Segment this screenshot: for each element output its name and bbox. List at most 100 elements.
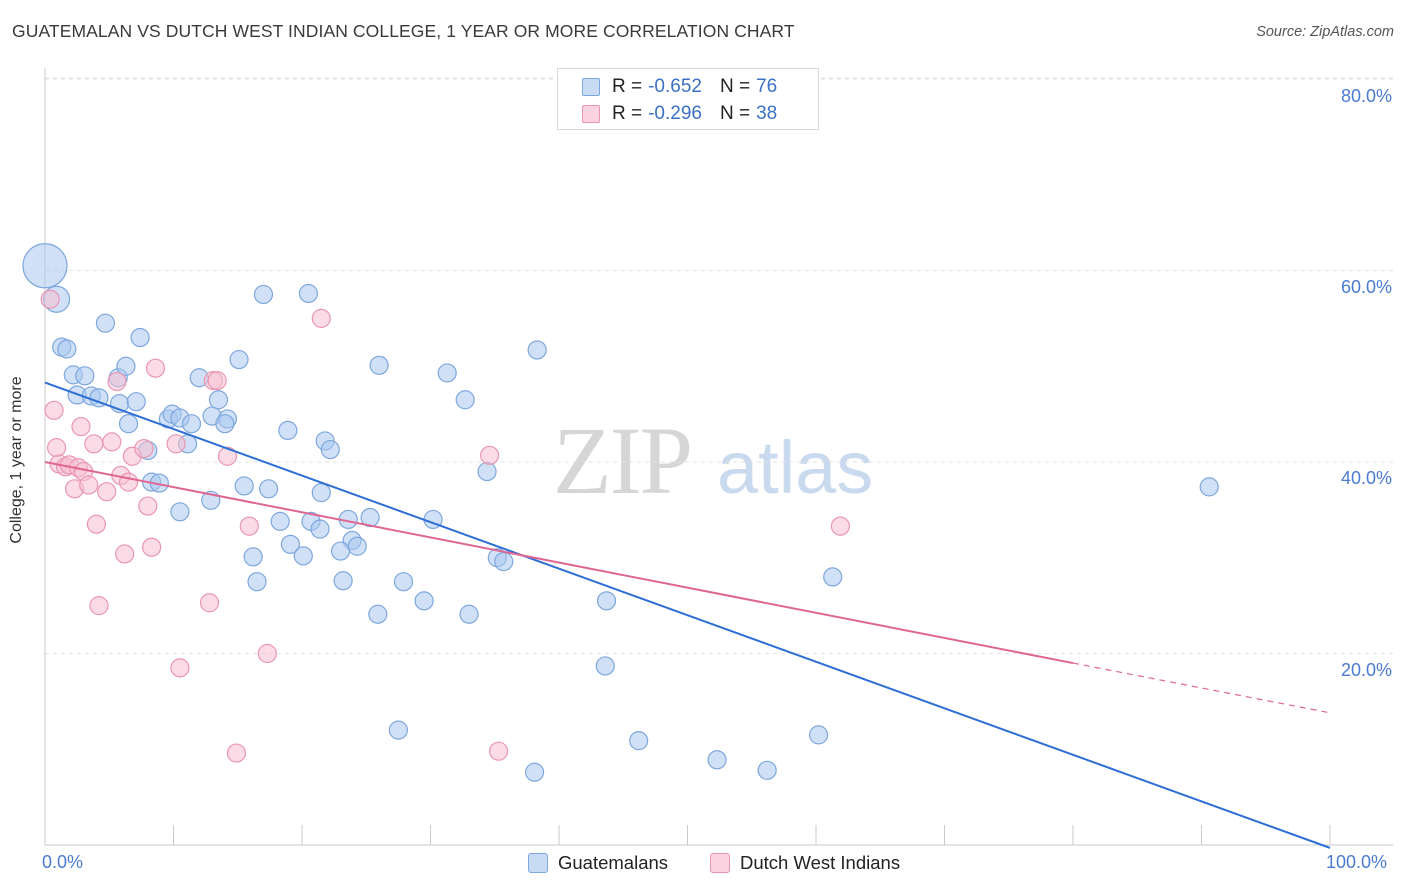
y-tick-label-60: 60.0% <box>1340 277 1392 297</box>
trendline-dutch-west-indians <box>44 461 1074 665</box>
point-dutch-west-indians-29 <box>207 371 227 391</box>
point-dutch-west-indians-33 <box>257 643 277 664</box>
point-guatemalans-24 <box>215 414 235 434</box>
y-tick-label-80: 80.0% <box>1340 86 1392 106</box>
point-guatemalans-50 <box>333 571 353 591</box>
point-guatemalans-39 <box>253 284 274 305</box>
chart-title: GUATEMALAN VS DUTCH WEST INDIAN COLLEGE,… <box>12 21 795 41</box>
point-guatemalans-36 <box>293 546 313 566</box>
point-guatemalans-69 <box>629 731 649 751</box>
point-dutch-west-indians-32 <box>239 516 259 536</box>
point-guatemalans-73 <box>823 567 843 587</box>
legend-swatch-guatemalans <box>528 853 548 873</box>
legend-r-value: -0.296 <box>648 103 702 124</box>
series-legend: Guatemalans Dutch West Indians <box>0 852 1406 878</box>
point-guatemalans-61 <box>459 604 479 624</box>
point-dutch-west-indians-22 <box>138 496 158 516</box>
watermark-atlas: atlas <box>717 426 874 509</box>
point-guatemalans-0 <box>22 243 68 289</box>
legend-n-value: 76 <box>756 76 778 97</box>
point-dutch-west-indians-34 <box>311 308 331 328</box>
point-dutch-west-indians-14 <box>97 482 117 502</box>
point-guatemalans-51 <box>347 536 367 556</box>
point-guatemalans-60 <box>455 390 475 410</box>
point-guatemalans-11 <box>116 356 136 376</box>
legend-r-label: R = <box>612 103 643 124</box>
point-guatemalans-40 <box>298 283 319 304</box>
trendline-dutch-west-indians-extension <box>1072 662 1331 714</box>
y-axis-label: College, 1 year or more <box>8 376 25 544</box>
point-dutch-west-indians-36 <box>489 741 509 761</box>
point-dutch-west-indians-12 <box>86 514 107 534</box>
x-tick-label-max: 100.0% <box>1326 852 1388 872</box>
point-dutch-west-indians-10 <box>79 475 99 495</box>
point-guatemalans-25 <box>181 414 202 434</box>
legend-item-dutch-west-indians: Dutch West Indians <box>710 852 900 874</box>
correlation-legend: R = -0.652 N = 76 R = -0.296 N = 38 <box>557 68 819 130</box>
point-guatemalans-53 <box>369 355 389 375</box>
legend-swatch-pink <box>582 105 600 123</box>
y-tick-label-20: 20.0% <box>1340 660 1392 680</box>
point-guatemalans-67 <box>596 591 617 611</box>
legend-item-guatemalans: Guatemalans <box>528 852 668 874</box>
legend-row-guatemalans: R = -0.652 N = 76 <box>582 74 777 100</box>
point-guatemalans-32 <box>234 476 254 496</box>
point-guatemalans-55 <box>393 572 414 592</box>
point-dutch-west-indians-21 <box>134 438 154 459</box>
point-dutch-west-indians-8 <box>71 416 91 437</box>
point-guatemalans-21 <box>208 390 229 410</box>
point-dutch-west-indians-16 <box>107 371 127 392</box>
trendline-guatemalans <box>44 381 1331 849</box>
point-dutch-west-indians-11 <box>84 434 104 454</box>
point-guatemalans-49 <box>330 541 351 561</box>
point-guatemalans-42 <box>311 483 331 503</box>
point-guatemalans-65 <box>527 340 547 360</box>
point-guatemalans-74 <box>1199 477 1219 497</box>
point-guatemalans-35 <box>280 534 301 554</box>
point-dutch-west-indians-27 <box>199 593 220 613</box>
point-guatemalans-57 <box>414 591 434 611</box>
point-dutch-west-indians-37 <box>830 516 851 536</box>
point-guatemalans-3 <box>57 339 77 359</box>
point-guatemalans-34 <box>270 511 290 531</box>
legend-n-label: N = <box>719 76 751 97</box>
watermark-zip: ZIP <box>553 407 693 514</box>
legend-swatch-dutch-west-indians <box>710 853 730 873</box>
point-dutch-west-indians-23 <box>142 537 162 557</box>
legend-label-dutch-west-indians: Dutch West Indians <box>740 852 901 873</box>
point-guatemalans-62 <box>477 461 497 482</box>
point-dutch-west-indians-19 <box>118 472 139 492</box>
point-dutch-west-indians-15 <box>102 432 122 452</box>
point-dutch-west-indians-31 <box>226 743 247 763</box>
point-dutch-west-indians-2 <box>46 438 67 458</box>
legend-row-dutch-west-indians: R = -0.296 N = 38 <box>582 101 777 127</box>
point-guatemalans-23 <box>229 349 249 370</box>
point-guatemalans-14 <box>126 392 146 412</box>
point-dutch-west-indians-24 <box>145 358 166 378</box>
point-guatemalans-68 <box>595 656 615 676</box>
point-guatemalans-15 <box>118 414 139 434</box>
legend-label-guatemalans: Guatemalans <box>558 852 669 873</box>
point-dutch-west-indians-18 <box>115 544 135 564</box>
point-dutch-west-indians-26 <box>170 658 190 678</box>
point-guatemalans-71 <box>757 760 777 780</box>
point-dutch-west-indians-35 <box>480 445 500 465</box>
legend-n-value: 38 <box>756 103 778 124</box>
legend-r-label: R = <box>612 76 643 97</box>
point-guatemalans-41 <box>278 420 298 441</box>
point-guatemalans-37 <box>243 547 263 567</box>
point-dutch-west-indians-30 <box>217 446 238 466</box>
point-guatemalans-70 <box>707 750 727 770</box>
point-guatemalans-54 <box>368 604 388 624</box>
legend-swatch-blue <box>582 78 600 96</box>
point-dutch-west-indians-13 <box>89 596 109 616</box>
point-guatemalans-44 <box>310 519 330 539</box>
point-guatemalans-58 <box>437 363 457 383</box>
point-guatemalans-5 <box>75 366 95 386</box>
point-guatemalans-66 <box>524 762 545 782</box>
point-guatemalans-33 <box>258 479 279 499</box>
y-tick-label-40: 40.0% <box>1340 468 1392 488</box>
point-guatemalans-56 <box>388 720 408 740</box>
point-dutch-west-indians-0 <box>40 289 60 309</box>
